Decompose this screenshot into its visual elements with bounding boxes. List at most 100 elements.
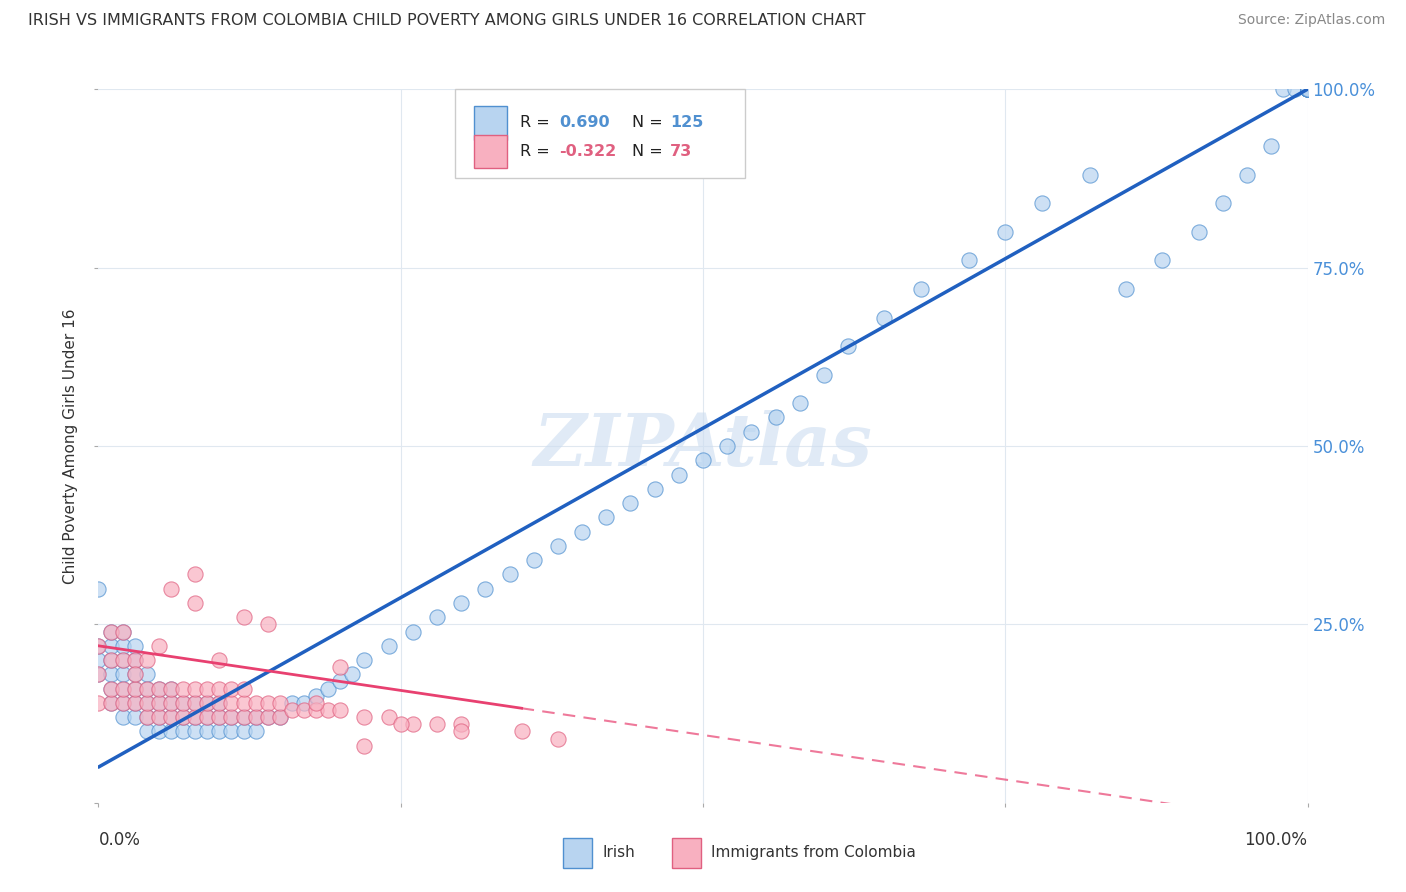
Point (148, 681, 170, 696)
Point (184, 710, 207, 724)
Point (1188, 225, 1211, 239)
Point (87, 639, 110, 653)
Point (111, 710, 134, 724)
Point (316, 703, 339, 717)
Point (100, 681, 122, 696)
Point (510, 724, 533, 739)
Point (221, 710, 243, 724)
Point (87, 582, 110, 596)
Point (595, 510, 617, 524)
Point (232, 696, 254, 710)
Point (1296, 82, 1319, 96)
Point (389, 717, 412, 731)
Point (245, 696, 267, 710)
Point (1296, 82, 1319, 96)
Text: N =: N = (631, 144, 668, 159)
Point (87, 653, 110, 667)
Point (111, 653, 134, 667)
Point (148, 710, 170, 724)
Point (994, 225, 1017, 239)
Text: 73: 73 (671, 144, 693, 159)
Point (256, 617, 278, 632)
Point (172, 710, 194, 724)
Point (1296, 82, 1319, 96)
Point (208, 696, 231, 710)
Point (221, 681, 243, 696)
Point (292, 696, 315, 710)
Point (256, 710, 278, 724)
Point (208, 696, 231, 710)
Point (195, 681, 218, 696)
Point (160, 696, 183, 710)
Point (329, 703, 352, 717)
Point (148, 681, 170, 696)
Point (450, 717, 472, 731)
Point (195, 724, 218, 739)
Point (100, 667, 122, 681)
Point (148, 710, 170, 724)
Point (124, 653, 146, 667)
Point (523, 553, 546, 567)
Point (208, 710, 231, 724)
Point (100, 653, 122, 667)
Point (124, 696, 146, 710)
Point (184, 710, 207, 724)
Point (1296, 82, 1319, 96)
Point (1236, 168, 1258, 182)
Point (184, 596, 207, 610)
Point (172, 681, 194, 696)
Point (245, 710, 267, 724)
Point (195, 696, 218, 710)
Point (269, 710, 291, 724)
Point (1296, 82, 1319, 96)
Point (208, 681, 231, 696)
Point (111, 681, 134, 696)
Point (184, 567, 207, 582)
Point (1296, 82, 1319, 96)
Y-axis label: Child Poverty Among Girls Under 16: Child Poverty Among Girls Under 16 (63, 309, 79, 583)
Text: Source: ZipAtlas.com: Source: ZipAtlas.com (1237, 13, 1385, 28)
Point (1284, 82, 1306, 96)
Point (245, 724, 267, 739)
Point (837, 339, 859, 353)
Point (342, 667, 364, 681)
Point (232, 724, 254, 739)
Point (100, 639, 122, 653)
Text: 125: 125 (671, 115, 704, 130)
Point (124, 696, 146, 710)
Text: R =: R = (520, 115, 555, 130)
Point (1296, 82, 1319, 96)
Point (1031, 196, 1053, 211)
Text: -0.322: -0.322 (560, 144, 616, 159)
Point (1152, 253, 1174, 268)
Point (111, 696, 134, 710)
Point (402, 717, 425, 731)
Point (124, 653, 146, 667)
Point (1296, 82, 1319, 96)
Point (184, 681, 207, 696)
Point (87, 696, 110, 710)
Point (269, 696, 291, 710)
Point (160, 582, 183, 596)
Point (316, 681, 339, 696)
Text: Immigrants from Colombia: Immigrants from Colombia (711, 846, 917, 860)
Point (1296, 82, 1319, 96)
Point (208, 710, 231, 724)
Point (124, 681, 146, 696)
Point (1212, 196, 1234, 211)
Point (305, 703, 328, 717)
Point (135, 710, 157, 724)
Point (195, 696, 218, 710)
Point (232, 681, 254, 696)
Text: 0.690: 0.690 (560, 115, 610, 130)
Point (450, 724, 472, 739)
Point (184, 696, 207, 710)
Point (111, 653, 134, 667)
Point (100, 696, 122, 710)
Point (1296, 82, 1319, 96)
Point (957, 253, 980, 268)
Point (100, 696, 122, 710)
Point (124, 667, 146, 681)
Point (111, 624, 134, 639)
Point (87, 667, 110, 681)
